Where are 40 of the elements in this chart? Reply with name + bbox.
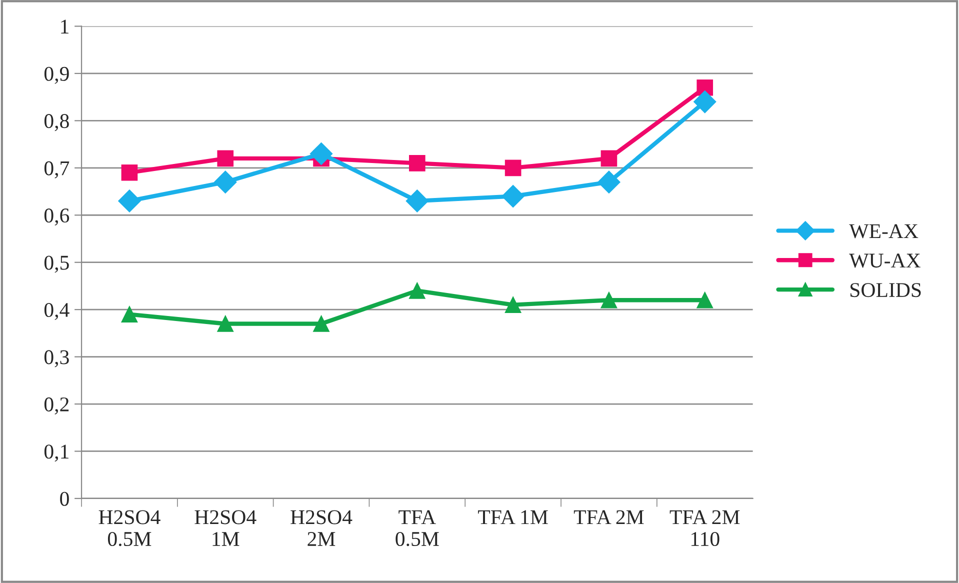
x-tick-label: TFA 0.5M xyxy=(396,510,439,546)
point xyxy=(600,292,618,308)
y-tick-label: 0 xyxy=(60,492,69,506)
y-tick-label: 0,4 xyxy=(44,302,70,320)
y-tick-label: 0,6 xyxy=(44,208,70,226)
legend-label: WE-AX xyxy=(849,224,918,238)
point xyxy=(598,170,620,194)
point xyxy=(217,316,234,332)
point xyxy=(313,316,330,332)
y-tick-label: 0,1 xyxy=(44,444,68,462)
x-tick-label: TFA 2M 110 xyxy=(670,510,740,546)
x-tick-label: H2SO4 0.5M xyxy=(98,510,160,546)
point xyxy=(600,150,618,167)
point xyxy=(121,306,138,322)
y-tick-label: 0,9 xyxy=(44,66,69,84)
y-tick-label: 0,2 xyxy=(44,397,69,414)
point xyxy=(406,190,428,212)
point xyxy=(504,296,522,314)
y-tick-label: 0,7 xyxy=(44,161,70,178)
y-tick-label: 1 xyxy=(61,20,68,34)
y-tick-label: 0,3 xyxy=(44,350,69,368)
point xyxy=(310,142,333,166)
point xyxy=(502,184,524,208)
point xyxy=(214,170,237,194)
x-tick-label: TFA 1M xyxy=(478,510,548,524)
legend-label: SOLIDS xyxy=(850,283,921,298)
y-tick-label: 0,5 xyxy=(44,256,69,273)
point xyxy=(409,282,426,299)
point xyxy=(118,190,141,212)
x-tick-label: H2SO4 2M xyxy=(290,510,352,546)
point xyxy=(121,164,138,181)
point xyxy=(409,155,426,172)
x-tick-label: H2SO4 1M xyxy=(194,510,256,546)
point xyxy=(694,90,716,114)
point xyxy=(696,292,714,308)
legend-label: WU-AX xyxy=(849,254,920,268)
x-tick-label: TFA 2M xyxy=(574,510,644,524)
y-tick-label: 0,8 xyxy=(44,114,69,132)
point xyxy=(217,150,234,167)
point xyxy=(504,160,522,176)
